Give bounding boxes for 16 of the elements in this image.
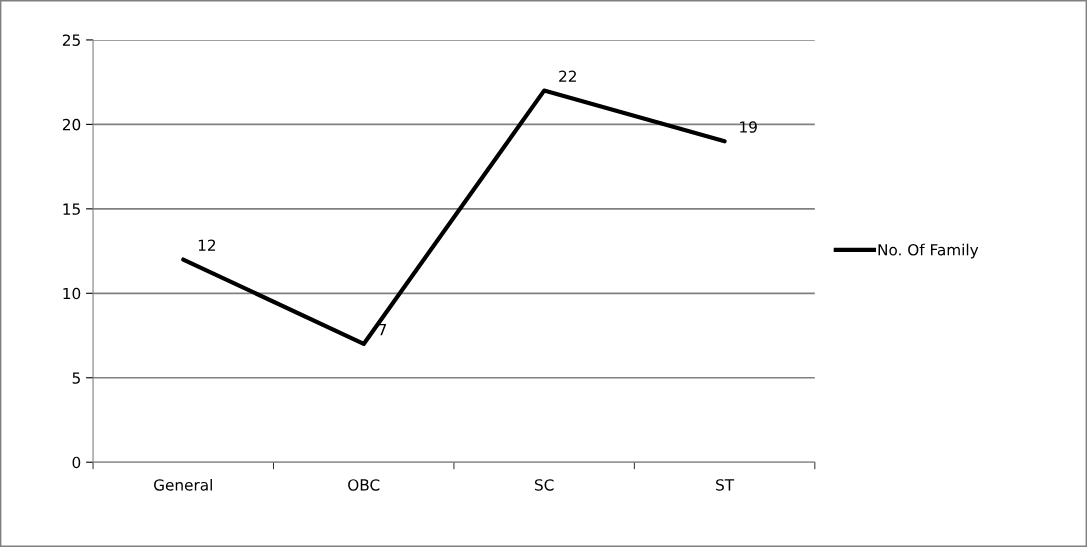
- x-tick-label: ST: [716, 479, 735, 491]
- x-tick-label: OBC: [348, 479, 380, 491]
- line-series: [181, 88, 727, 347]
- y-tick-label: 15: [63, 203, 80, 215]
- data-label: 19: [740, 121, 757, 133]
- y-tick-label: 5: [72, 372, 80, 384]
- x-tick-label: SC: [534, 479, 554, 491]
- legend-label: No. Of Family: [878, 243, 979, 259]
- y-tick-label: 20: [62, 118, 81, 131]
- x-tick-label: General: [154, 478, 212, 491]
- data-label: 22: [559, 70, 576, 82]
- data-label: 12: [198, 239, 216, 251]
- data-label: 7: [378, 324, 387, 336]
- y-tick-label: 0: [72, 456, 81, 469]
- y-tick-label: 25: [62, 34, 80, 46]
- y-tick-label: 10: [63, 287, 81, 300]
